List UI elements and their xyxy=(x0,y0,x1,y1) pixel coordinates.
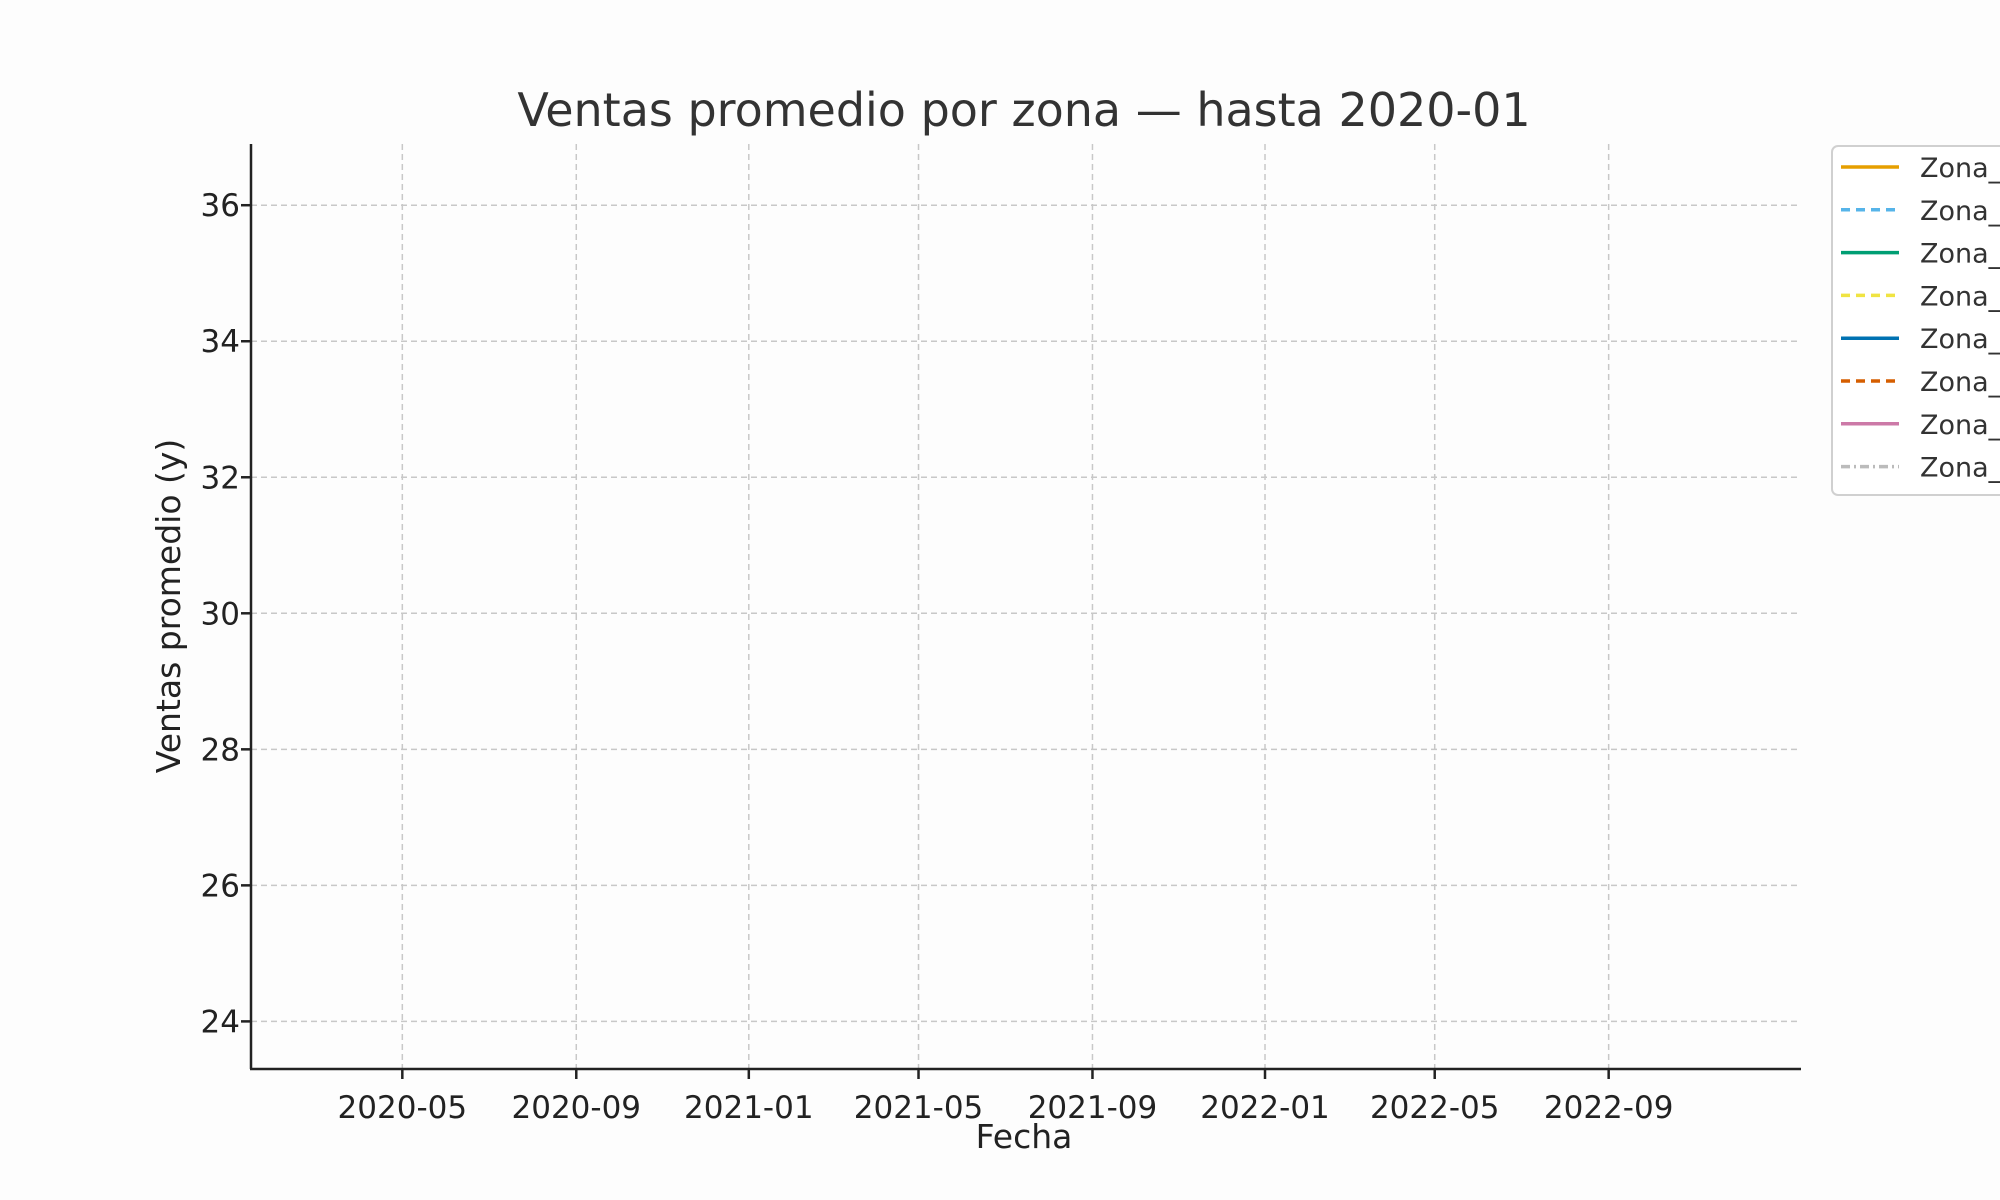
chart-title: Ventas promedio por zona — hasta 2020-01 xyxy=(517,83,1530,137)
legend: Zona_ Zona_ Zona_ Zona_ Zona_ Zona_ Zona_ Zona_ xyxy=(1831,145,2000,496)
legend-label: Zona_ xyxy=(1920,153,2000,184)
y-tick-label: 34 xyxy=(201,324,240,360)
grid-lines xyxy=(251,144,1801,1069)
x-tick-label: 2021-01 xyxy=(684,1090,814,1126)
x-tick-label: 2021-05 xyxy=(854,1090,984,1126)
x-tick-label: 2020-09 xyxy=(512,1090,642,1126)
y-axis-label: Ventas promedio (y) xyxy=(149,439,188,774)
legend-label: Zona_ xyxy=(1920,281,2000,312)
x-tick-label: 2022-09 xyxy=(1544,1090,1674,1126)
y-tick-label: 26 xyxy=(201,868,240,904)
legend-label: Zona_ xyxy=(1920,367,2000,398)
legend-box xyxy=(1831,145,2000,496)
legend-label: Zona_ xyxy=(1920,410,2000,441)
y-tick-label: 30 xyxy=(201,596,240,632)
x-tick-label: 2022-01 xyxy=(1200,1090,1330,1126)
legend-label: Zona_ xyxy=(1920,239,2000,270)
x-tick-label: 2021-09 xyxy=(1028,1090,1158,1126)
legend-label: Zona_ xyxy=(1920,453,2000,484)
y-tick-label: 32 xyxy=(201,460,240,496)
legend-label: Zona_ xyxy=(1920,196,2000,227)
x-tick-label: 2022-05 xyxy=(1370,1090,1500,1126)
y-tick-label: 36 xyxy=(201,188,240,224)
x-axis-label: Fecha xyxy=(976,1117,1073,1156)
legend-label: Zona_ xyxy=(1920,324,2000,355)
y-tick-label: 24 xyxy=(201,1004,240,1040)
x-tick-label: 2020-05 xyxy=(338,1090,468,1126)
axis-ticks: 2020-05 2020-09 2021-01 2021-05 2021-09 2022-… xyxy=(201,188,1674,1126)
y-tick-label: 28 xyxy=(201,732,240,768)
